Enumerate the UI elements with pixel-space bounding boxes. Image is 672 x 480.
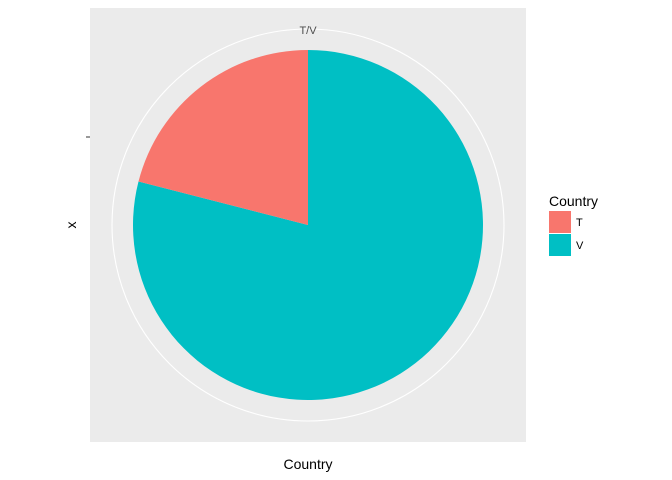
legend-label-t: T [576,217,583,229]
legend-key-t [549,211,571,233]
legend-title: Country [549,193,598,209]
outer-grid-circle [111,28,505,422]
pie-slice-t [138,50,308,225]
theta-tick-label: T/V [299,25,317,37]
x-axis-title: Country [283,456,332,472]
legend-key-v [549,234,571,256]
legend-label-v: V [576,240,584,252]
pie-slice-v [132,50,484,401]
legend: Country T V [549,193,598,256]
y-axis-title: x [63,222,79,229]
pie-slices [132,50,484,401]
